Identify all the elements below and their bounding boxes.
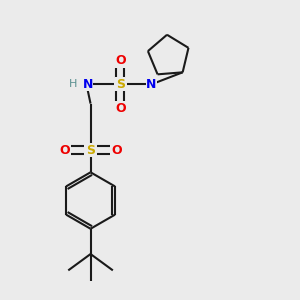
Text: O: O [111, 143, 122, 157]
Text: O: O [115, 102, 126, 115]
Text: S: S [86, 143, 95, 157]
Text: N: N [146, 78, 157, 91]
Text: S: S [116, 78, 125, 91]
Text: N: N [82, 78, 93, 91]
Text: O: O [59, 143, 70, 157]
Text: O: O [115, 54, 126, 67]
Text: H: H [69, 79, 77, 89]
